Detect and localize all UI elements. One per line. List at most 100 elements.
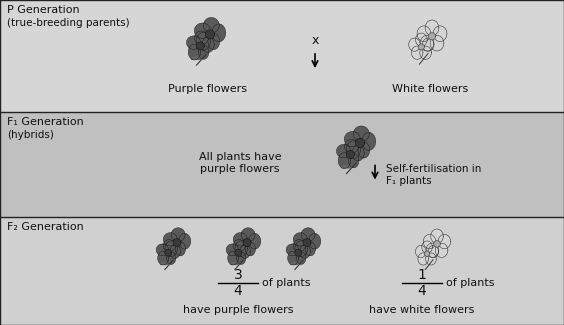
Polygon shape [179,233,191,249]
Text: have white flowers: have white flowers [369,305,475,315]
Polygon shape [438,234,451,249]
Bar [0,217,564,325]
Polygon shape [235,249,242,256]
Polygon shape [435,243,448,257]
Polygon shape [233,240,245,252]
Polygon shape [362,132,376,150]
Polygon shape [434,241,440,247]
Polygon shape [300,244,310,258]
Text: of plants: of plants [446,278,495,288]
Text: All plants have: All plants have [199,151,281,162]
Polygon shape [345,132,360,147]
Polygon shape [337,144,351,158]
Polygon shape [163,240,175,252]
Polygon shape [295,241,307,256]
Polygon shape [418,44,424,50]
Polygon shape [342,165,351,168]
Polygon shape [175,242,186,256]
Polygon shape [416,33,427,46]
Polygon shape [195,23,210,38]
Text: F₁ Generation: F₁ Generation [7,117,83,127]
Polygon shape [187,36,201,49]
Polygon shape [235,241,247,256]
Polygon shape [301,228,315,241]
Text: Self-fertilisation in: Self-fertilisation in [386,164,482,175]
Polygon shape [161,262,169,265]
Polygon shape [290,262,299,265]
Polygon shape [424,251,430,256]
Polygon shape [226,244,239,256]
Polygon shape [195,31,209,45]
Polygon shape [431,229,443,243]
Polygon shape [426,253,437,265]
Text: F₁ plants: F₁ plants [386,176,431,187]
Polygon shape [345,139,359,153]
Polygon shape [164,233,177,246]
Polygon shape [196,42,204,50]
Polygon shape [286,244,298,256]
Polygon shape [422,241,433,253]
Polygon shape [243,239,251,247]
Polygon shape [245,242,255,256]
Polygon shape [208,33,219,50]
Polygon shape [422,38,434,51]
Polygon shape [204,18,219,33]
Text: purple flowers: purple flowers [200,164,280,175]
Polygon shape [309,233,321,249]
Polygon shape [228,251,239,265]
Polygon shape [231,262,239,265]
Polygon shape [158,251,169,265]
Polygon shape [428,245,439,258]
Polygon shape [409,38,420,51]
Text: (true-breeding parents): (true-breeding parents) [7,18,130,28]
Polygon shape [249,233,261,249]
Polygon shape [354,126,369,142]
Polygon shape [171,228,185,241]
Polygon shape [165,249,172,256]
Polygon shape [303,239,311,247]
Polygon shape [417,26,431,42]
Polygon shape [202,37,214,52]
Polygon shape [293,240,306,252]
Text: 1: 1 [417,268,426,282]
Polygon shape [192,57,201,59]
Text: 3: 3 [233,268,243,282]
Polygon shape [346,150,354,159]
Polygon shape [425,20,439,36]
Text: (hybrids): (hybrids) [7,130,54,140]
Polygon shape [426,243,439,257]
Polygon shape [196,32,210,50]
Polygon shape [170,244,180,258]
Polygon shape [167,252,176,265]
Polygon shape [188,44,201,60]
Text: F₂ Generation: F₂ Generation [7,222,83,232]
Polygon shape [199,45,209,59]
Polygon shape [355,138,364,148]
Polygon shape [429,33,435,40]
Polygon shape [411,46,423,59]
Polygon shape [420,35,434,51]
Polygon shape [305,242,315,256]
Text: Purple flowers: Purple flowers [169,84,248,94]
Polygon shape [293,233,307,246]
Polygon shape [288,251,298,265]
Polygon shape [338,153,351,168]
Polygon shape [349,154,359,168]
Text: of plants: of plants [262,278,311,288]
Polygon shape [433,26,447,42]
Polygon shape [416,245,426,258]
Polygon shape [240,244,250,258]
Polygon shape [430,35,444,51]
Polygon shape [156,244,169,256]
Polygon shape [205,30,214,39]
Text: x: x [311,34,319,47]
Polygon shape [212,24,226,42]
Text: White flowers: White flowers [392,84,468,94]
Text: have purple flowers: have purple flowers [183,305,293,315]
Polygon shape [424,234,436,249]
Polygon shape [420,46,431,59]
Polygon shape [352,145,364,161]
Polygon shape [165,241,177,256]
Polygon shape [173,239,181,247]
Polygon shape [346,141,360,159]
